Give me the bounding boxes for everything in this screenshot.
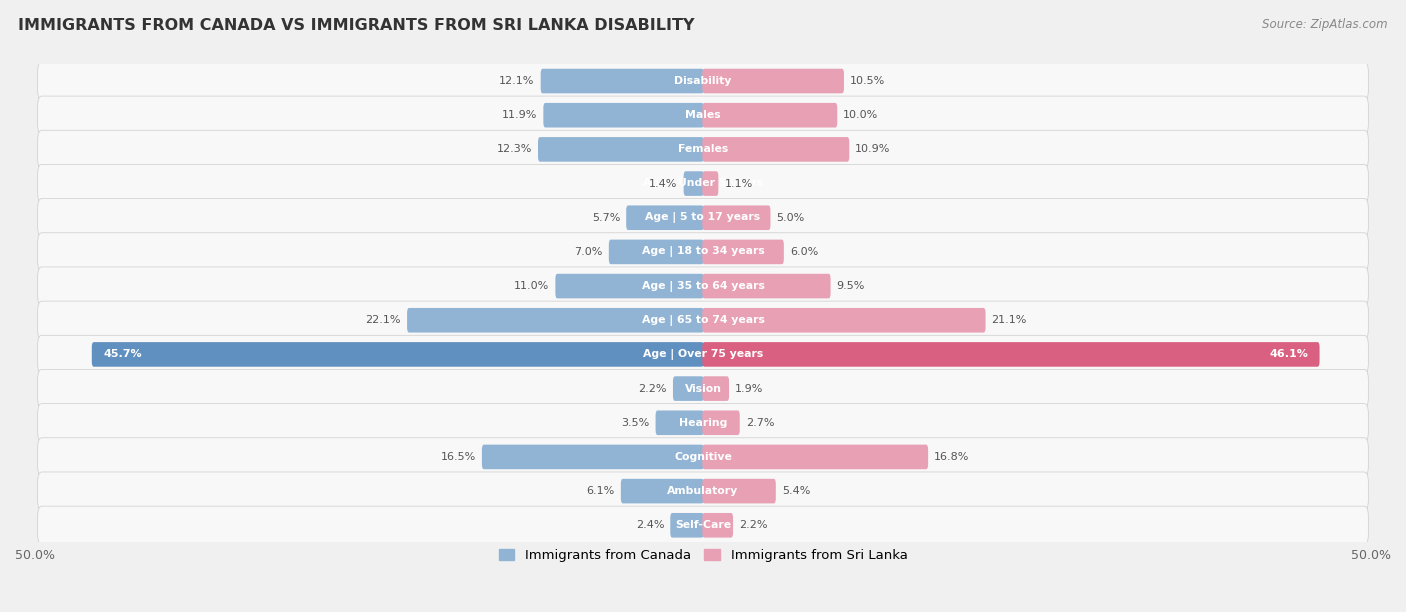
- FancyBboxPatch shape: [626, 206, 703, 230]
- Text: 9.5%: 9.5%: [837, 281, 865, 291]
- FancyBboxPatch shape: [655, 411, 703, 435]
- FancyBboxPatch shape: [703, 103, 837, 127]
- Text: 5.7%: 5.7%: [592, 213, 620, 223]
- FancyBboxPatch shape: [703, 69, 844, 94]
- Text: Age | 35 to 64 years: Age | 35 to 64 years: [641, 280, 765, 291]
- Text: 3.5%: 3.5%: [621, 418, 650, 428]
- Text: 2.2%: 2.2%: [638, 384, 666, 394]
- Text: Males: Males: [685, 110, 721, 120]
- FancyBboxPatch shape: [703, 513, 733, 537]
- Text: Disability: Disability: [675, 76, 731, 86]
- FancyBboxPatch shape: [703, 479, 776, 504]
- Text: Age | Under 5 years: Age | Under 5 years: [643, 178, 763, 189]
- Text: Age | 5 to 17 years: Age | 5 to 17 years: [645, 212, 761, 223]
- Text: 6.1%: 6.1%: [586, 486, 614, 496]
- FancyBboxPatch shape: [38, 199, 1368, 237]
- FancyBboxPatch shape: [671, 513, 703, 537]
- Text: 5.0%: 5.0%: [776, 213, 804, 223]
- FancyBboxPatch shape: [38, 370, 1368, 408]
- FancyBboxPatch shape: [38, 301, 1368, 340]
- Text: Females: Females: [678, 144, 728, 154]
- FancyBboxPatch shape: [703, 376, 730, 401]
- Text: 12.1%: 12.1%: [499, 76, 534, 86]
- Text: 1.4%: 1.4%: [650, 179, 678, 188]
- Text: IMMIGRANTS FROM CANADA VS IMMIGRANTS FROM SRI LANKA DISABILITY: IMMIGRANTS FROM CANADA VS IMMIGRANTS FRO…: [18, 18, 695, 34]
- FancyBboxPatch shape: [38, 62, 1368, 100]
- Text: 11.0%: 11.0%: [515, 281, 550, 291]
- FancyBboxPatch shape: [683, 171, 703, 196]
- Text: 16.5%: 16.5%: [440, 452, 475, 462]
- FancyBboxPatch shape: [38, 335, 1368, 373]
- FancyBboxPatch shape: [543, 103, 703, 127]
- Text: Source: ZipAtlas.com: Source: ZipAtlas.com: [1263, 18, 1388, 31]
- Text: 5.4%: 5.4%: [782, 486, 810, 496]
- Text: 45.7%: 45.7%: [103, 349, 142, 359]
- FancyBboxPatch shape: [703, 274, 831, 299]
- Text: 22.1%: 22.1%: [366, 315, 401, 325]
- FancyBboxPatch shape: [38, 506, 1368, 545]
- Text: Ambulatory: Ambulatory: [668, 486, 738, 496]
- FancyBboxPatch shape: [38, 130, 1368, 168]
- Text: Hearing: Hearing: [679, 418, 727, 428]
- Text: 10.9%: 10.9%: [855, 144, 890, 154]
- Text: 2.7%: 2.7%: [745, 418, 775, 428]
- Text: 11.9%: 11.9%: [502, 110, 537, 120]
- FancyBboxPatch shape: [703, 206, 770, 230]
- Text: Age | 18 to 34 years: Age | 18 to 34 years: [641, 247, 765, 258]
- FancyBboxPatch shape: [538, 137, 703, 162]
- Legend: Immigrants from Canada, Immigrants from Sri Lanka: Immigrants from Canada, Immigrants from …: [494, 543, 912, 567]
- FancyBboxPatch shape: [38, 472, 1368, 510]
- FancyBboxPatch shape: [703, 308, 986, 332]
- FancyBboxPatch shape: [555, 274, 703, 299]
- Text: Vision: Vision: [685, 384, 721, 394]
- Text: Cognitive: Cognitive: [673, 452, 733, 462]
- FancyBboxPatch shape: [673, 376, 703, 401]
- Text: Age | 65 to 74 years: Age | 65 to 74 years: [641, 315, 765, 326]
- FancyBboxPatch shape: [482, 445, 703, 469]
- Text: 46.1%: 46.1%: [1270, 349, 1308, 359]
- Text: 12.3%: 12.3%: [496, 144, 531, 154]
- Text: 21.1%: 21.1%: [991, 315, 1026, 325]
- FancyBboxPatch shape: [703, 411, 740, 435]
- FancyBboxPatch shape: [703, 171, 718, 196]
- FancyBboxPatch shape: [38, 267, 1368, 305]
- Text: 10.5%: 10.5%: [851, 76, 886, 86]
- FancyBboxPatch shape: [38, 96, 1368, 135]
- FancyBboxPatch shape: [703, 137, 849, 162]
- FancyBboxPatch shape: [541, 69, 703, 94]
- FancyBboxPatch shape: [38, 438, 1368, 476]
- FancyBboxPatch shape: [91, 342, 703, 367]
- FancyBboxPatch shape: [408, 308, 703, 332]
- Text: 1.9%: 1.9%: [735, 384, 763, 394]
- FancyBboxPatch shape: [703, 240, 783, 264]
- Text: 2.4%: 2.4%: [636, 520, 664, 530]
- FancyBboxPatch shape: [621, 479, 703, 504]
- Text: 2.2%: 2.2%: [740, 520, 768, 530]
- Text: 10.0%: 10.0%: [844, 110, 879, 120]
- Text: 6.0%: 6.0%: [790, 247, 818, 257]
- FancyBboxPatch shape: [38, 165, 1368, 203]
- FancyBboxPatch shape: [609, 240, 703, 264]
- FancyBboxPatch shape: [703, 445, 928, 469]
- FancyBboxPatch shape: [38, 404, 1368, 442]
- Text: Age | Over 75 years: Age | Over 75 years: [643, 349, 763, 360]
- Text: Self-Care: Self-Care: [675, 520, 731, 530]
- FancyBboxPatch shape: [703, 342, 1320, 367]
- FancyBboxPatch shape: [38, 233, 1368, 271]
- Text: 16.8%: 16.8%: [934, 452, 970, 462]
- Text: 1.1%: 1.1%: [724, 179, 752, 188]
- Text: 7.0%: 7.0%: [575, 247, 603, 257]
